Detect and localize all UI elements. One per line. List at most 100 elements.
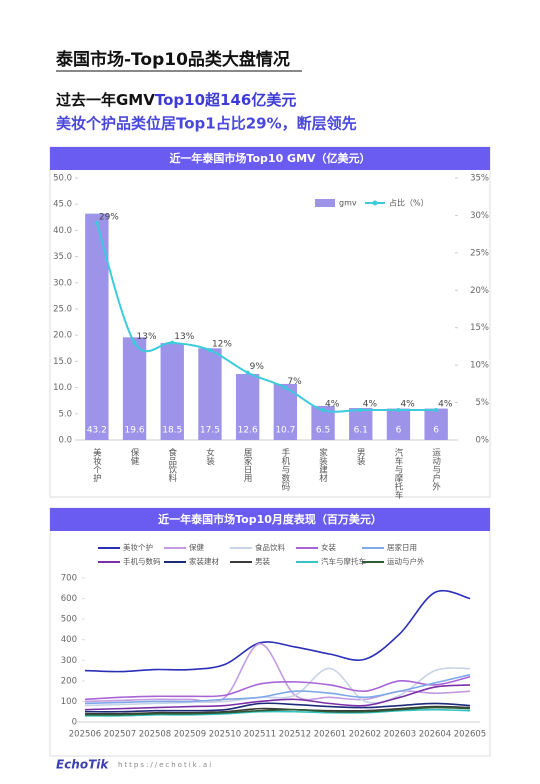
- y-tick-label: 200: [61, 676, 77, 686]
- series-line: [84, 589, 471, 673]
- y-tick-label: 10.0: [53, 383, 72, 393]
- chart-title: 近一年泰国市场Top10月度表现（百万美元）: [158, 512, 382, 526]
- legend-label: 保健: [189, 542, 204, 552]
- x-tick-label: 202510: [209, 730, 241, 740]
- x-tick-label: 202507: [104, 730, 136, 740]
- legend-label: 女装: [321, 542, 336, 552]
- x-tick-label: 食品饮料: [167, 447, 177, 483]
- point-label: 29%: [99, 212, 119, 222]
- x-tick-label: 保健: [129, 447, 139, 466]
- bar-value-label: 10.7: [275, 426, 295, 436]
- legend-label: 占比（%）: [389, 198, 429, 208]
- y2-tick-label: 25%: [470, 248, 489, 258]
- legend-label: 男装: [255, 556, 270, 566]
- bar-value-label: 19.6: [125, 426, 145, 436]
- headline-part: Top10超146亿美元: [155, 91, 296, 109]
- series-line: [84, 675, 471, 701]
- line-point: [358, 408, 363, 413]
- y-tick-label: 100: [61, 697, 77, 707]
- line-point: [434, 408, 439, 413]
- point-label: 13%: [174, 332, 194, 342]
- x-tick-label: 202508: [139, 730, 171, 740]
- bar-value-label: 6.1: [354, 426, 368, 436]
- series-line: [84, 684, 471, 711]
- y-tick-label: 600: [61, 594, 77, 604]
- legend-label: 食品饮料: [255, 542, 285, 552]
- bar: [386, 408, 411, 440]
- footer-url: https://echotik.ai: [118, 761, 213, 769]
- x-tick-label: 202604: [419, 730, 451, 740]
- bar: [235, 373, 260, 440]
- footer-brand: EchoTik: [56, 758, 109, 772]
- subheadline: 美妆个护品类位居Top1占比29%，断层领先: [56, 115, 357, 133]
- series-line: [95, 222, 437, 413]
- bar-value-label: 18.5: [162, 426, 182, 436]
- y-tick-label: 0.0: [58, 436, 72, 446]
- y-tick-label: 20.0: [53, 331, 72, 341]
- y-tick-label: 400: [61, 635, 77, 645]
- line-point: [396, 408, 401, 413]
- legend-swatch: [315, 199, 335, 207]
- series-line: [84, 667, 471, 707]
- line-point: [283, 385, 288, 390]
- y2-tick-label: 15%: [470, 323, 489, 333]
- bar: [424, 408, 448, 440]
- point-label: 13%: [137, 332, 157, 342]
- y-tick-label: 25.0: [53, 305, 72, 315]
- legend-label: 运动与户外: [387, 556, 425, 566]
- line-point: [207, 348, 212, 353]
- y2-tick-label: 10%: [470, 361, 489, 371]
- y-tick-label: 30.0: [53, 278, 72, 288]
- page-title: 泰国市场-Top10品类大盘情况: [56, 49, 290, 70]
- bar-value-label: 17.5: [200, 426, 220, 436]
- y-tick-label: 0: [72, 718, 77, 728]
- line-point: [94, 220, 99, 225]
- x-tick-label: 202601: [314, 730, 346, 740]
- bar: [85, 213, 109, 440]
- headline: 过去一年GMVTop10超146亿美元: [56, 91, 296, 109]
- bar: [273, 383, 298, 440]
- series-line: [84, 706, 471, 716]
- legend-label: 美妆个护: [123, 542, 153, 552]
- bar: [122, 337, 147, 440]
- y-tick-label: 40.0: [53, 226, 72, 236]
- y-tick-label: 15.0: [53, 357, 72, 367]
- series-line: [84, 702, 471, 713]
- point-label: 9%: [250, 362, 265, 372]
- legend-label: 居家日用: [387, 542, 417, 552]
- x-tick-label: 202506: [69, 730, 101, 740]
- bar-value-label: 6.5: [316, 426, 330, 436]
- x-tick-label: 202602: [349, 730, 381, 740]
- x-tick-label: 202509: [174, 730, 206, 740]
- point-label: 7%: [287, 377, 302, 387]
- chart-header: [50, 147, 490, 170]
- x-tick-label: 家装建材: [318, 447, 328, 482]
- y-tick-label: 300: [61, 656, 77, 666]
- y2-tick-label: 5%: [476, 398, 490, 408]
- headline-part: 过去一年GMV: [56, 91, 155, 109]
- point-label: 4%: [400, 400, 415, 410]
- y2-tick-label: 35%: [470, 174, 489, 184]
- y2-tick-label: 0%: [476, 436, 490, 446]
- line-point: [321, 408, 326, 413]
- bar-value-label: 6: [433, 426, 439, 436]
- y-tick-label: 50.0: [53, 174, 72, 184]
- bar-value-label: 43.2: [87, 426, 107, 436]
- x-tick-label: 居家日用: [242, 448, 252, 483]
- series-line: [84, 705, 471, 715]
- x-tick-label: 202603: [384, 730, 416, 740]
- bar: [311, 405, 335, 440]
- legend-label: 家装建材: [189, 556, 219, 566]
- bar: [198, 348, 222, 440]
- x-tick-label: 美妆个护: [91, 447, 101, 483]
- bar-value-label: 6: [396, 426, 402, 436]
- x-tick-label: 汽车与摩托车: [393, 447, 403, 500]
- y-tick-label: 700: [61, 574, 77, 584]
- point-label: 12%: [212, 340, 232, 350]
- y-tick-label: 5.0: [58, 409, 72, 419]
- y-tick-label: 500: [61, 615, 77, 625]
- x-tick-label: 202605: [454, 730, 486, 740]
- y-tick-label: 35.0: [53, 252, 72, 262]
